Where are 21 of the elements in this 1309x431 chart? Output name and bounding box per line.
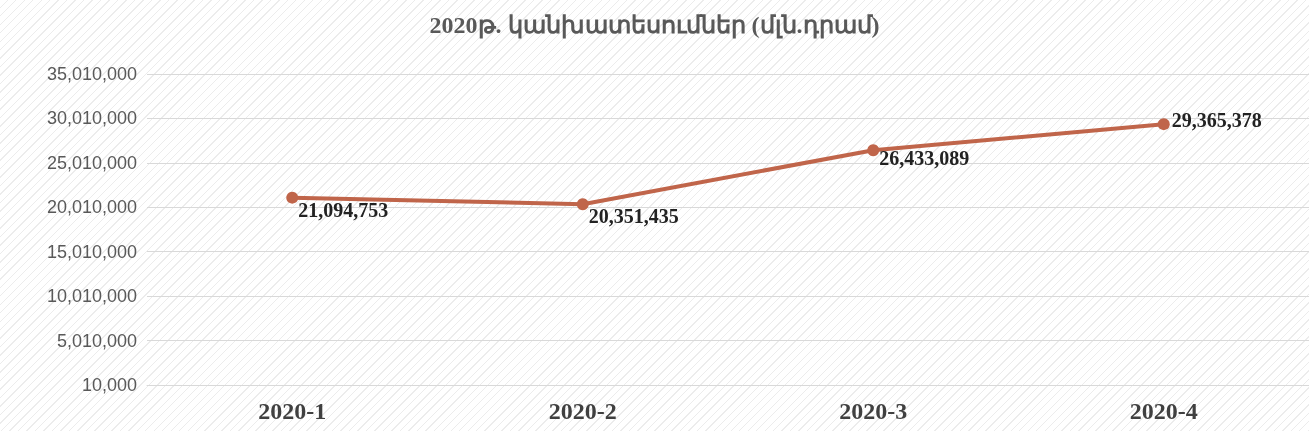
point [867,144,880,157]
x-tick-label: 2020-2 [548,398,617,424]
point [286,191,299,204]
y-tick-label: 15,010,000 [46,241,137,262]
y-tick-label: 30,010,000 [46,108,137,129]
x-tick-label: 2020-3 [839,398,908,424]
data-label: 26,433,089 [879,147,970,170]
y-tick-label: 35,010,000 [46,64,137,84]
x-tick-label: 2020-1 [258,398,327,424]
data-label: 20,351,435 [588,205,679,228]
y-tick-label: 25,010,000 [46,152,137,173]
y-tick-label: 10,000 [81,375,137,395]
point [1157,118,1170,131]
y-tick-label: 20,010,000 [46,197,137,218]
y-tick-label: 10,010,000 [46,286,137,307]
data-label: 21,094,753 [298,198,389,221]
point [576,198,589,211]
chart-title: 2020թ. կանխատեսումներ (մլն.դրամ) [429,12,880,39]
y-tick-label: 5,010,000 [56,330,137,351]
x-tick-label: 2020-4 [1129,398,1198,424]
data-label: 29,365,378 [1171,109,1262,132]
